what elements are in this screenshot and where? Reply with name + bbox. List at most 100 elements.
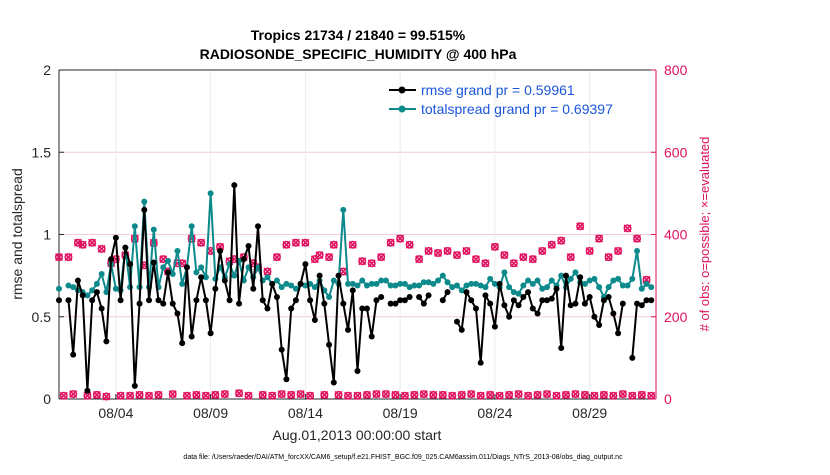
obs-evaluated-stroke <box>263 267 272 276</box>
rmse-point <box>401 297 408 304</box>
totalspread-point <box>572 269 579 276</box>
obs-evaluated-stroke <box>514 390 523 399</box>
rmse-point <box>406 294 413 301</box>
rmse-point <box>117 297 124 304</box>
totalspread-point <box>345 280 352 287</box>
y2-axis-label: # of obs: o=possible; ×=evaluated <box>697 137 712 332</box>
rmse-point <box>439 297 446 304</box>
obs-evaluated-stroke <box>438 390 447 399</box>
obs-possible-marker <box>448 391 457 400</box>
obs-possible-marker <box>580 390 589 399</box>
totalspread-point <box>397 280 404 287</box>
obs-possible-marker <box>519 253 528 262</box>
obs-possible-marker <box>54 253 63 262</box>
obs-possible-marker <box>102 392 111 401</box>
obs-possible-marker <box>362 390 371 399</box>
footnote: data file: /Users/raeder/DAI/ATM_forcXX/… <box>183 454 623 461</box>
obs-evaluated-stroke <box>159 255 168 264</box>
obs-possible-marker <box>334 390 343 399</box>
rmse-point <box>562 272 569 279</box>
obs-evaluated-stroke <box>405 240 414 249</box>
rmse-point <box>283 376 290 383</box>
obs-evaluated-marker <box>471 255 480 264</box>
obs-evaluated-stroke <box>471 255 480 264</box>
rmse-point <box>89 297 96 304</box>
obs-evaluated-stroke <box>595 234 604 243</box>
totalspread-point <box>416 282 423 289</box>
obs-evaluated-marker <box>73 238 82 247</box>
obs-possible-marker <box>528 255 537 264</box>
obs-evaluated-stroke <box>590 391 599 400</box>
obs-possible-marker <box>88 238 97 247</box>
rmse-point <box>127 261 134 268</box>
obs-possible-marker <box>310 255 319 264</box>
obs-evaluated-marker <box>59 391 68 400</box>
obs-evaluated-stroke <box>543 390 551 399</box>
rmse-point <box>316 272 323 279</box>
obs-evaluated-marker <box>500 251 509 260</box>
obs-evaluated-marker <box>552 391 561 400</box>
obs-evaluated-marker <box>126 391 135 400</box>
rmse-point <box>150 259 157 266</box>
obs-evaluated-stroke <box>528 255 537 264</box>
obs-evaluated-marker <box>514 390 523 399</box>
rmse-point <box>638 302 645 309</box>
obs-evaluated-stroke <box>505 390 514 399</box>
rmse-point <box>425 292 432 299</box>
obs-possible-marker <box>557 236 566 245</box>
obs-evaluated-stroke <box>396 234 405 243</box>
obs-evaluated-stroke <box>258 390 267 399</box>
obs-evaluated-marker <box>481 259 490 268</box>
rmse-point <box>221 277 228 284</box>
obs-evaluated-stroke <box>566 253 575 262</box>
obs-evaluated-marker <box>443 246 452 255</box>
obs-evaluated-stroke <box>604 253 613 262</box>
obs-possible-marker <box>325 253 334 262</box>
rmse-point <box>236 300 243 307</box>
totalspread-point <box>141 198 148 205</box>
obs-evaluated-marker <box>386 238 395 247</box>
rmse-point <box>420 300 427 307</box>
obs-possible-marker <box>69 390 78 399</box>
obs-evaluated-marker <box>571 390 580 399</box>
obs-possible-marker <box>595 234 604 243</box>
y-tick-label: 0.5 <box>32 309 52 325</box>
obs-possible-marker <box>410 390 419 399</box>
obs-evaluated-marker <box>258 390 267 399</box>
obs-evaluated-marker <box>344 391 352 400</box>
obs-evaluated-marker <box>145 391 153 400</box>
obs-evaluated-marker <box>301 238 310 247</box>
obs-evaluated-marker <box>609 391 618 400</box>
totalspread-point <box>534 277 541 284</box>
obs-evaluated-marker <box>410 390 419 399</box>
obs-evaluated-marker <box>315 251 324 260</box>
obs-evaluated-stroke <box>476 391 485 400</box>
obs-evaluated-stroke <box>154 390 163 399</box>
rmse-point <box>477 359 484 366</box>
rmse-point <box>108 256 115 263</box>
chart-title-line-1: Tropics 21734 / 21840 = 99.515% <box>251 27 466 43</box>
chart-title-line-2: RADIOSONDE_SPECIFIC_HUMIDITY @ 400 hPa <box>200 46 517 62</box>
totalspread-point <box>89 287 96 294</box>
obs-evaluated-stroke <box>88 238 97 247</box>
obs-evaluated-marker <box>334 390 343 399</box>
rmse-point <box>202 297 209 304</box>
obs-evaluated-stroke <box>538 246 547 255</box>
rmse-point <box>359 305 366 312</box>
totalspread-point <box>387 282 394 289</box>
obs-possible-marker <box>424 246 433 255</box>
totalspread-point <box>160 264 167 271</box>
rmse-point <box>70 351 77 358</box>
y-tick-label: 0 <box>43 391 51 407</box>
rmse-point <box>363 305 370 312</box>
obs-evaluated-stroke <box>647 391 656 400</box>
obs-evaluated-stroke <box>201 391 210 400</box>
obs-possible-marker <box>168 390 177 399</box>
rmse-point <box>112 234 119 241</box>
x-tick-label: 08/29 <box>572 405 607 421</box>
obs-possible-marker <box>543 390 552 399</box>
obs-possible-marker <box>434 249 443 258</box>
obs-evaluated-marker <box>538 246 547 255</box>
y-tick-label: 1.5 <box>32 144 52 160</box>
obs-possible-marker <box>344 391 353 400</box>
